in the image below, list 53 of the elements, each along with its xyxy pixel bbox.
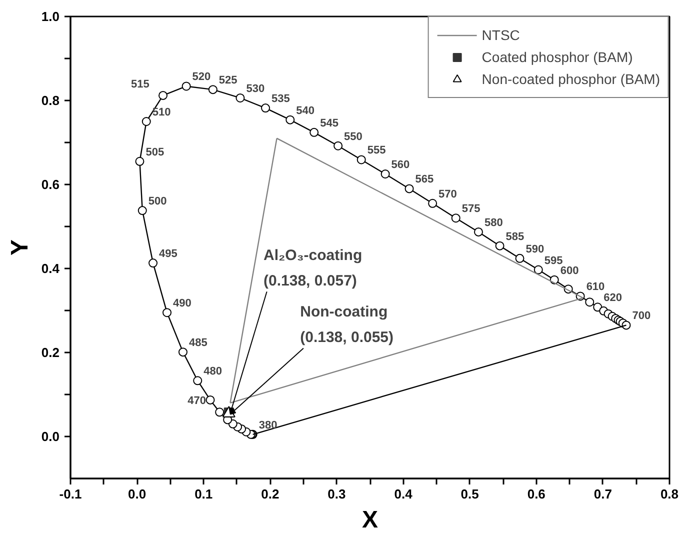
x-tick-label: 0.4 — [394, 486, 414, 502]
x-tick-label: 0.6 — [527, 486, 546, 502]
annotation: 545 — [320, 117, 338, 130]
legend-label: NTSC — [482, 27, 520, 43]
annotation: 595 — [544, 254, 563, 267]
annotation: 560 — [391, 159, 410, 171]
annotation: 380 — [258, 419, 278, 432]
x-tick-label: 0.0 — [128, 486, 146, 502]
x-tick-label: 0.5 — [460, 486, 479, 502]
legend-label: Non-coated phosphor (BAM) — [482, 71, 660, 87]
y-tick-label: 0.0 — [41, 429, 60, 444]
y-tick-label: 0.2 — [41, 345, 60, 360]
annotation: Al₂O₃-coating (0.138, 0.057) — [264, 247, 362, 290]
y-axis-title: Y — [6, 239, 34, 256]
annotation: 485 — [188, 337, 208, 350]
annotation: 620 — [604, 292, 622, 304]
annotation: 570 — [438, 188, 457, 200]
annotation: 470 — [188, 395, 206, 408]
annotation: 580 — [484, 216, 503, 229]
legend-label: Coated phosphor (BAM) — [482, 49, 633, 65]
annotation: 700 — [632, 310, 651, 322]
y-tick-label: 0.4 — [41, 261, 60, 276]
annotation: 550 — [344, 130, 362, 143]
annotation: 495 — [159, 248, 178, 260]
annotation: 540 — [296, 104, 314, 117]
y-tick-label: 0.8 — [41, 93, 60, 108]
annotation: 515 — [131, 78, 150, 90]
annotation: Non-coating (0.138, 0.055) — [300, 304, 394, 346]
annotation: 575 — [462, 203, 480, 216]
y-tick-label: 1.0 — [41, 9, 60, 24]
annotation: 525 — [218, 74, 238, 87]
annotation: 555 — [367, 144, 386, 157]
annotation: 610 — [586, 281, 605, 294]
x-tick-label: 0.8 — [660, 486, 679, 502]
annotation: 565 — [415, 174, 434, 186]
annotation: 480 — [204, 366, 222, 378]
annotation: 505 — [146, 146, 164, 158]
annotation: 535 — [272, 93, 290, 106]
annotation: 490 — [173, 298, 192, 310]
annotation: 600 — [560, 264, 579, 277]
x-tick-label: -0.1 — [59, 486, 82, 502]
x-axis-title: X — [362, 506, 378, 534]
annotation: 510 — [152, 106, 171, 118]
annotation: 585 — [506, 230, 524, 243]
x-tick-label: 0.7 — [594, 486, 612, 502]
annotation: 520 — [192, 71, 211, 84]
x-tick-label: 0.1 — [194, 486, 213, 502]
x-tick-label: 0.3 — [328, 486, 346, 502]
x-tick-label: 0.2 — [261, 486, 280, 502]
y-tick-label: 0.6 — [41, 177, 60, 192]
annotation: 590 — [526, 243, 544, 256]
annotation: 500 — [148, 196, 167, 208]
annotation: 530 — [246, 82, 265, 95]
